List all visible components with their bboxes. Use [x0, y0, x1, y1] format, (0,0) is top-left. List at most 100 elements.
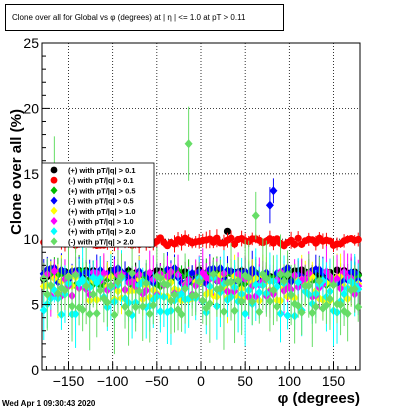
data-point: [71, 270, 80, 280]
data-point: [89, 289, 98, 299]
legend-box: [41, 162, 155, 248]
y-tick-label: 0: [31, 362, 39, 378]
data-point: [53, 289, 62, 299]
timestamp: Wed Apr 1 09:30:43 2020: [2, 399, 96, 408]
x-tick-label: −150: [53, 373, 85, 389]
data-point: [227, 277, 236, 287]
data-point: [89, 272, 98, 282]
data-point: [251, 211, 260, 221]
data-point: [113, 277, 122, 287]
data-point: [325, 294, 334, 304]
data-point: [188, 268, 197, 278]
x-axis-title: φ (degrees): [278, 390, 360, 407]
data-point: [191, 290, 200, 300]
data-point: [128, 268, 137, 278]
x-tick-label: 0: [197, 373, 205, 389]
data-point: [262, 274, 271, 284]
data-point: [354, 302, 363, 312]
data-point: [177, 309, 186, 319]
data-point: [308, 308, 317, 318]
data-point: [142, 278, 151, 288]
data-point: [121, 302, 130, 312]
data-point: [50, 266, 59, 276]
x-tick-label: 50: [237, 373, 253, 389]
data-point: [255, 307, 264, 317]
data-point: [294, 277, 303, 287]
legend-label: (-) with pT/|q| > 0.1: [68, 176, 134, 185]
data-point: [336, 300, 345, 310]
data-point: [71, 309, 80, 319]
data-point: [106, 280, 115, 290]
data-point: [117, 271, 126, 281]
data-point: [223, 227, 232, 235]
legend-label: (+) with pT/|q| > 2.0: [68, 227, 136, 236]
data-point: [283, 270, 292, 280]
legend-label: (+) with pT/|q| > 0.1: [68, 166, 136, 175]
data-point: [209, 269, 218, 279]
data-point: [177, 289, 186, 299]
data-point: [230, 306, 239, 316]
data-point: [276, 269, 285, 279]
data-point: [322, 300, 331, 310]
x-tick-label: −100: [97, 373, 129, 389]
data-point: [195, 277, 204, 287]
data-point: [181, 284, 190, 294]
data-point: [64, 272, 73, 282]
data-point: [205, 299, 214, 309]
data-point: [156, 306, 165, 316]
y-tick-label: 20: [23, 100, 39, 116]
legend-marker: [50, 227, 58, 236]
data-point: [244, 273, 253, 283]
data-point: [166, 296, 175, 306]
series-7: [39, 106, 363, 355]
data-point: [269, 186, 278, 196]
legend-label: (-) with pT/|q| > 1.0: [68, 217, 134, 226]
data-point: [60, 285, 69, 295]
data-point: [294, 234, 302, 242]
data-point: [138, 301, 147, 311]
data-point: [96, 285, 105, 295]
data-point: [43, 289, 52, 299]
legend-label: (+) with pT/|q| > 0.5: [68, 186, 136, 195]
data-point: [227, 234, 235, 242]
data-point: [124, 308, 133, 318]
data-point: [329, 280, 338, 290]
data-point: [265, 296, 274, 306]
data-point: [291, 240, 299, 248]
data-point: [219, 307, 228, 317]
data-point: [216, 284, 225, 294]
data-point: [85, 309, 94, 319]
data-point: [287, 290, 296, 300]
data-point: [103, 297, 112, 307]
data-point: [241, 309, 250, 319]
x-tick-label: −50: [145, 373, 169, 389]
data-point: [343, 309, 352, 319]
data-point: [269, 285, 278, 295]
data-point: [110, 310, 119, 320]
data-point: [333, 274, 342, 284]
data-point: [149, 300, 158, 310]
legend-marker: [50, 166, 58, 174]
data-point: [163, 280, 172, 290]
data-point: [68, 301, 77, 311]
data-point: [46, 280, 55, 290]
y-tick-label: 10: [23, 231, 39, 247]
data-point: [170, 290, 179, 300]
data-point: [78, 305, 87, 315]
legend: (+) with pT/|q| > 0.1(-) with pT/|q| > 0…: [41, 162, 155, 248]
data-point: [340, 289, 349, 299]
x-tick-label: 150: [322, 373, 346, 389]
data-point: [283, 311, 292, 321]
data-point: [251, 280, 260, 290]
data-point: [304, 281, 313, 291]
legend-marker: [50, 237, 58, 246]
data-point: [311, 302, 320, 312]
data-point: [156, 273, 165, 283]
y-axis-title: Clone over all (%): [8, 109, 25, 235]
data-point: [272, 302, 281, 312]
y-tick-label: 5: [31, 297, 39, 313]
data-point: [354, 235, 362, 244]
data-point: [145, 268, 154, 278]
data-point: [255, 288, 264, 298]
data-point: [350, 284, 359, 294]
